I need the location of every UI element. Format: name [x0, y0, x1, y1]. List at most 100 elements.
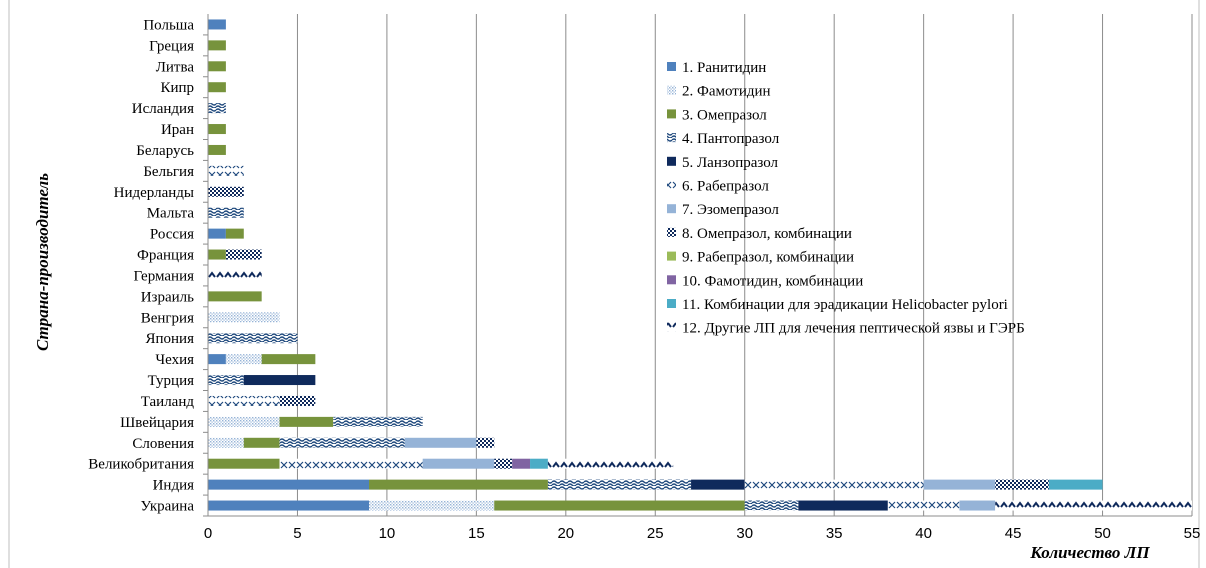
legend-swatch — [667, 204, 676, 214]
bar-segment — [208, 395, 280, 406]
category-label: Кипр — [160, 80, 194, 96]
category-label: Литва — [156, 59, 195, 75]
grid-lines — [296, 14, 1193, 516]
bar-segment — [959, 500, 996, 511]
bar-segment — [494, 500, 745, 511]
legend: 1. Ранитидин 2. Фамотидин 3. Омепразол 4. П… — [667, 60, 1025, 337]
bar-segment — [279, 395, 316, 406]
bar-segment — [923, 479, 996, 490]
legend-label: 12. Другие ЛП для лечения пептической яз… — [682, 321, 1025, 337]
bar-segment — [547, 458, 674, 469]
category-label: Индия — [153, 478, 195, 494]
bar-segment — [995, 500, 1192, 511]
x-tick-label: 35 — [826, 525, 843, 542]
bar-segment — [530, 458, 548, 469]
category-label: Польша — [143, 17, 194, 33]
x-tick-label: 45 — [1005, 525, 1022, 542]
category-label: Германия — [134, 268, 195, 284]
bar-segment — [691, 479, 745, 490]
legend-swatch — [667, 133, 676, 143]
legend-swatch — [667, 180, 676, 190]
bar-segment — [208, 354, 226, 365]
bar-segment — [225, 249, 262, 260]
bar-segment — [744, 500, 799, 511]
axes — [8, 0, 1200, 568]
y-axis-label: Страна-производитель — [33, 173, 52, 351]
bar-segment — [404, 437, 477, 448]
category-label: Венгрия — [141, 310, 194, 326]
legend-swatch — [667, 322, 676, 332]
legend-swatch — [667, 299, 676, 308]
bar-segment — [261, 354, 316, 365]
bar-segment — [512, 458, 531, 469]
bar-segment — [225, 354, 262, 365]
bar-segment — [887, 500, 960, 511]
bar-segment — [476, 437, 495, 448]
bar-segment — [369, 500, 495, 511]
bar-segment — [1048, 479, 1103, 490]
legend-swatch — [667, 85, 676, 95]
category-label: Бельгия — [143, 164, 194, 180]
category-labels: Польша Греция Литва Кипр Исландия Иран Беларус… — [88, 17, 194, 514]
bar-segment — [208, 312, 280, 323]
legend-swatch — [667, 156, 676, 166]
legend-label: 5. Ланзопразол — [682, 155, 779, 171]
x-tick-label: 15 — [468, 525, 485, 542]
category-label: Нидерланды — [114, 185, 194, 201]
bars — [208, 19, 1192, 511]
category-label: Израиль — [141, 289, 194, 305]
bar-segment — [208, 416, 280, 427]
bar-segment — [208, 291, 262, 302]
category-label: Иран — [161, 122, 194, 138]
bar-segment — [208, 479, 370, 490]
category-label: Франция — [137, 248, 194, 264]
category-label: Украина — [141, 499, 195, 515]
category-label: Чехия — [155, 352, 194, 368]
bar-segment — [208, 186, 244, 197]
legend-label: 2. Фамотидин — [682, 84, 771, 100]
bar-segment — [422, 458, 495, 469]
bar-segment — [243, 437, 280, 448]
x-tick-label: 50 — [1094, 525, 1111, 542]
x-axis-label: Количество ЛП — [1029, 543, 1150, 562]
bar-segment — [208, 228, 226, 239]
category-label: Турция — [148, 373, 194, 389]
x-tick-label: 55 — [1184, 525, 1201, 542]
legend-label: 8. Омепразол, комбинации — [682, 226, 852, 242]
bar-segment — [547, 479, 692, 490]
bar-segment — [995, 479, 1049, 490]
category-label: Таиланд — [141, 394, 195, 410]
bar-segment — [208, 249, 226, 260]
bar-segment — [279, 458, 423, 469]
bar-segment — [279, 416, 334, 427]
legend-label: 7. Эзомепразол — [682, 202, 779, 218]
legend-swatch — [667, 275, 676, 285]
x-tick-labels: 0 5 10 15 20 25 30 35 40 45 50 55 — [204, 525, 1201, 542]
x-tick-label: 10 — [379, 525, 396, 542]
category-label: Исландия — [132, 101, 194, 117]
legend-label: 9. Рабепразол, комбинации — [682, 250, 854, 266]
bar-segment — [208, 103, 226, 114]
bar-segment — [208, 61, 226, 72]
legend-swatch — [667, 227, 676, 237]
bar-segment — [208, 19, 226, 30]
x-tick-label: 40 — [915, 525, 932, 542]
bar-segment — [208, 124, 226, 135]
bar-segment — [208, 82, 226, 93]
category-label: Швейцария — [120, 415, 194, 431]
legend-label: 1. Ранитидин — [682, 60, 766, 76]
x-tick-label: 30 — [736, 525, 753, 542]
legend-swatch — [667, 251, 676, 261]
bar-segment — [208, 458, 280, 469]
bar-segment — [494, 458, 513, 469]
bar-segment — [208, 40, 226, 51]
legend-swatch — [667, 109, 676, 119]
bar-segment — [208, 375, 244, 386]
category-label: Мальта — [147, 206, 195, 222]
bar-segment — [208, 333, 298, 344]
category-label: Греция — [149, 38, 194, 54]
category-label: Беларусь — [136, 143, 194, 159]
legend-label: 4. Пантопразол — [682, 131, 780, 147]
bar-segment — [369, 479, 548, 490]
bar-segment — [208, 207, 244, 218]
